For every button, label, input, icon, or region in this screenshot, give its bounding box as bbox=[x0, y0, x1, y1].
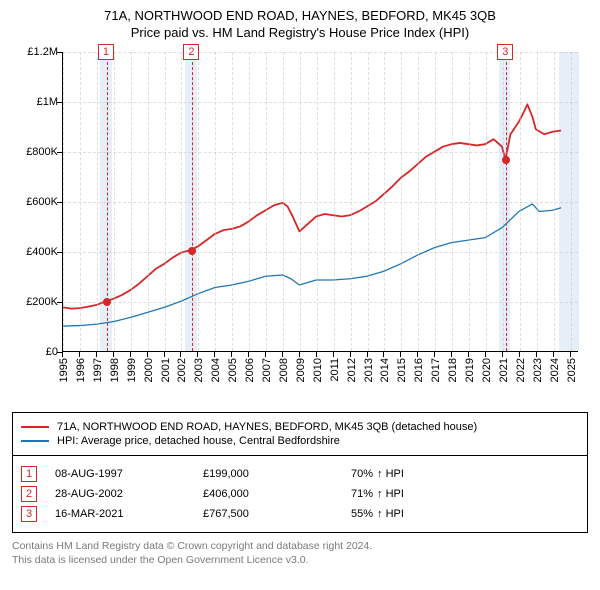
legend: 71A, NORTHWOOD END ROAD, HAYNES, BEDFORD… bbox=[12, 412, 588, 456]
event-marker bbox=[502, 156, 510, 164]
x-axis-label: 2010 bbox=[312, 358, 324, 382]
event-price: £406,000 bbox=[203, 488, 343, 500]
x-axis-label: 2014 bbox=[379, 358, 391, 382]
x-axis-label: 2022 bbox=[515, 358, 527, 382]
event-badge: 2 bbox=[21, 486, 37, 502]
x-axis-label: 2003 bbox=[193, 358, 205, 382]
x-axis-label: 2013 bbox=[363, 358, 375, 382]
event-vs-hpi: 55% ↑ HPI bbox=[351, 508, 579, 520]
x-axis-label: 2015 bbox=[396, 358, 408, 382]
event-marker bbox=[188, 247, 196, 255]
x-axis-label: 1999 bbox=[126, 358, 138, 382]
x-axis-label: 1995 bbox=[58, 358, 70, 382]
event-badge: 3 bbox=[21, 506, 37, 522]
x-axis-label: 2019 bbox=[464, 358, 476, 382]
event-date: 28-AUG-2002 bbox=[55, 488, 195, 500]
x-axis-label: 2000 bbox=[143, 358, 155, 382]
footer: Contains HM Land Registry data © Crown c… bbox=[12, 539, 588, 567]
arrow-up-icon: ↑ HPI bbox=[377, 508, 404, 520]
y-axis-label: £600K bbox=[12, 196, 58, 208]
x-axis-label: 2001 bbox=[160, 358, 172, 382]
x-axis-label: 2002 bbox=[176, 358, 188, 382]
title-sub: Price paid vs. HM Land Registry's House … bbox=[12, 25, 588, 40]
arrow-up-icon: ↑ HPI bbox=[377, 468, 404, 480]
legend-swatch bbox=[21, 440, 49, 442]
arrow-up-icon: ↑ HPI bbox=[377, 488, 404, 500]
plot-area bbox=[62, 52, 578, 352]
legend-swatch bbox=[21, 426, 49, 428]
x-axis-label: 2007 bbox=[261, 358, 273, 382]
x-axis-label: 2016 bbox=[413, 358, 425, 382]
x-axis-label: 2005 bbox=[227, 358, 239, 382]
y-axis-label: £0 bbox=[12, 346, 58, 358]
x-axis-label: 2011 bbox=[329, 358, 341, 382]
x-axis-label: 2020 bbox=[481, 358, 493, 382]
event-row: 2 28-AUG-2002 £406,000 71% ↑ HPI bbox=[21, 486, 579, 502]
event-price: £199,000 bbox=[203, 468, 343, 480]
x-axis-label: 2025 bbox=[566, 358, 578, 382]
y-axis-label: £800K bbox=[12, 146, 58, 158]
footer-line: Contains HM Land Registry data © Crown c… bbox=[12, 539, 588, 553]
event-badge: 1 bbox=[21, 466, 37, 482]
x-axis-label: 2023 bbox=[532, 358, 544, 382]
event-date: 16-MAR-2021 bbox=[55, 508, 195, 520]
x-axis-label: 2018 bbox=[447, 358, 459, 382]
page-container: 71A, NORTHWOOD END ROAD, HAYNES, BEDFORD… bbox=[0, 0, 600, 590]
x-axis-label: 2006 bbox=[244, 358, 256, 382]
y-axis-label: £1.2M bbox=[12, 46, 58, 58]
x-axis-label: 1997 bbox=[92, 358, 104, 382]
chart: £0 £200K £400K £600K £800K £1M £1.2M 1995 1996 19… bbox=[12, 46, 588, 406]
legend-row: HPI: Average price, detached house, Cent… bbox=[21, 435, 579, 447]
event-marker bbox=[103, 298, 111, 306]
legend-label: HPI: Average price, detached house, Cent… bbox=[57, 435, 340, 447]
y-axis-label: £200K bbox=[12, 296, 58, 308]
x-axis-label: 2017 bbox=[430, 358, 442, 382]
legend-row: 71A, NORTHWOOD END ROAD, HAYNES, BEDFORD… bbox=[21, 421, 579, 433]
legend-label: 71A, NORTHWOOD END ROAD, HAYNES, BEDFORD… bbox=[57, 421, 477, 433]
y-axis-label: £1M bbox=[12, 96, 58, 108]
title-main: 71A, NORTHWOOD END ROAD, HAYNES, BEDFORD… bbox=[12, 8, 588, 23]
x-axis-label: 1998 bbox=[109, 358, 121, 382]
event-vs-hpi: 71% ↑ HPI bbox=[351, 488, 579, 500]
event-date: 08-AUG-1997 bbox=[55, 468, 195, 480]
event-badge: 2 bbox=[183, 44, 199, 60]
x-axis-label: 2024 bbox=[549, 358, 561, 382]
events-table: 1 08-AUG-1997 £199,000 70% ↑ HPI 2 28-AU… bbox=[12, 456, 588, 533]
x-axis-label: 2012 bbox=[346, 358, 358, 382]
event-price: £767,500 bbox=[203, 508, 343, 520]
event-badge: 3 bbox=[497, 44, 513, 60]
event-row: 1 08-AUG-1997 £199,000 70% ↑ HPI bbox=[21, 466, 579, 482]
event-vs-hpi: 70% ↑ HPI bbox=[351, 468, 579, 480]
x-axis-label: 2008 bbox=[278, 358, 290, 382]
x-axis-label: 2021 bbox=[498, 358, 510, 382]
event-row: 3 16-MAR-2021 £767,500 55% ↑ HPI bbox=[21, 506, 579, 522]
x-axis-label: 2004 bbox=[210, 358, 222, 382]
footer-line: This data is licensed under the Open Gov… bbox=[12, 553, 588, 567]
y-axis-label: £400K bbox=[12, 246, 58, 258]
title-block: 71A, NORTHWOOD END ROAD, HAYNES, BEDFORD… bbox=[12, 8, 588, 40]
x-axis-label: 1996 bbox=[75, 358, 87, 382]
event-badge: 1 bbox=[98, 44, 114, 60]
x-axis-label: 2009 bbox=[295, 358, 307, 382]
